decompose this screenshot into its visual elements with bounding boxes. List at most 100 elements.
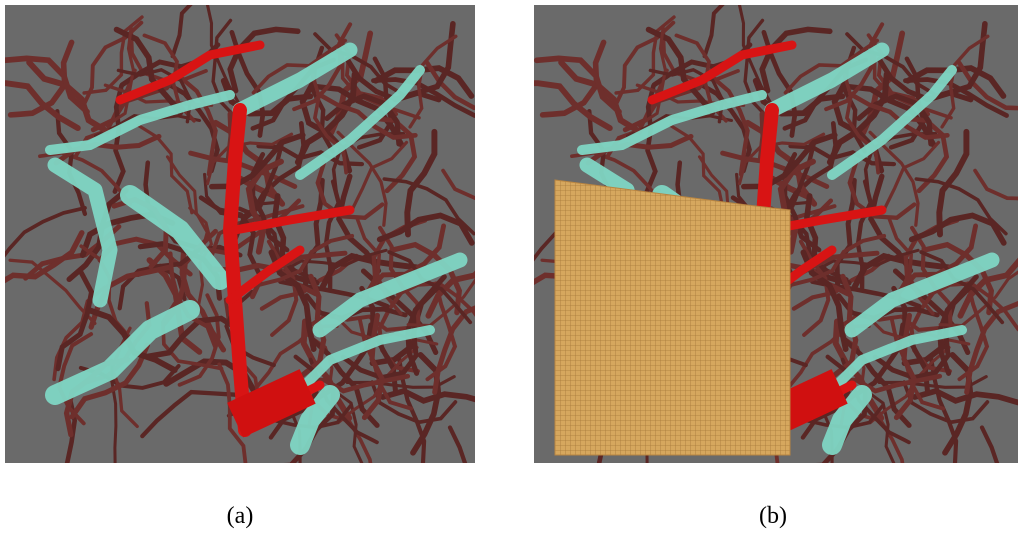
capillary [973,168,1018,201]
vein [844,252,1000,338]
capillary [140,389,238,439]
capillary [702,5,725,59]
capillary [893,312,917,421]
capillary [7,39,75,118]
capillary [788,233,887,287]
capillary [863,388,896,463]
capillary [88,264,174,330]
panel-b-render [534,5,1018,463]
capillary [645,26,716,116]
capillary [845,83,937,149]
vein [312,252,468,338]
capillary [924,21,988,103]
capillary [268,249,317,352]
capillary [783,38,880,95]
capillary [177,74,218,177]
capillary [558,59,643,135]
capillary [432,305,475,395]
vein [817,325,967,405]
capillary [245,158,284,255]
capillary [937,274,979,376]
vein [232,42,358,118]
capillary [759,26,833,94]
capillary [26,59,111,135]
capillary [851,252,952,290]
capillary [868,173,914,274]
capillary [868,130,920,227]
capillary [256,233,355,287]
capillary [902,116,950,194]
capillary [382,177,475,236]
panel-a-render [5,5,475,463]
vein [290,385,340,455]
capillary [5,55,90,115]
capillary [113,26,184,116]
artery [647,40,797,105]
capillary [82,15,144,95]
capillary [887,216,935,316]
capillary [211,18,238,120]
vein [295,65,425,180]
capillary [331,388,364,463]
capillary [170,5,193,59]
capillary [163,80,220,174]
capillary [957,257,1018,319]
capillary [614,15,676,95]
voxel-cube-face [554,179,791,456]
capillary [534,55,622,115]
capillary [299,373,411,394]
capillary [404,128,438,238]
capillary [441,168,475,200]
vein [45,300,200,405]
capillary [720,150,830,189]
capillary [251,38,348,95]
vein [45,90,235,155]
capillary [5,230,85,284]
capillary [447,425,468,463]
capillary [144,315,243,360]
capillary [709,74,750,177]
capillary [826,71,890,166]
capillary [841,336,912,428]
capillary [911,387,1018,406]
capillary [777,158,816,255]
capillary [309,336,380,428]
capillary [361,312,385,421]
capillary [340,331,419,381]
capillary [425,270,475,319]
vein [764,42,890,118]
capillary [5,206,87,258]
vein [827,65,957,180]
capillary [979,425,1000,463]
capillary [336,173,382,274]
capillary [217,362,248,463]
artery [230,205,355,235]
capillary [55,109,88,217]
capillary [392,21,456,103]
capillary [355,216,403,316]
capillary [539,39,607,118]
capillary [812,248,920,274]
capillary [64,396,78,463]
capillary [405,274,447,376]
vein [120,185,230,290]
capillary [743,18,770,120]
capillary [695,80,752,174]
artery [225,245,305,305]
artery [223,103,252,437]
capillary [872,331,951,381]
capillary [919,250,1005,325]
capillary [831,373,943,394]
capillary [105,25,135,127]
capillary [227,26,301,94]
capillary [914,177,1008,236]
capillary [313,83,405,149]
capillary [319,252,420,290]
vein [285,325,435,405]
capillary [847,91,950,140]
capillary [800,249,849,352]
capillary [315,91,418,140]
capillary [804,193,852,286]
capillary [110,358,118,463]
